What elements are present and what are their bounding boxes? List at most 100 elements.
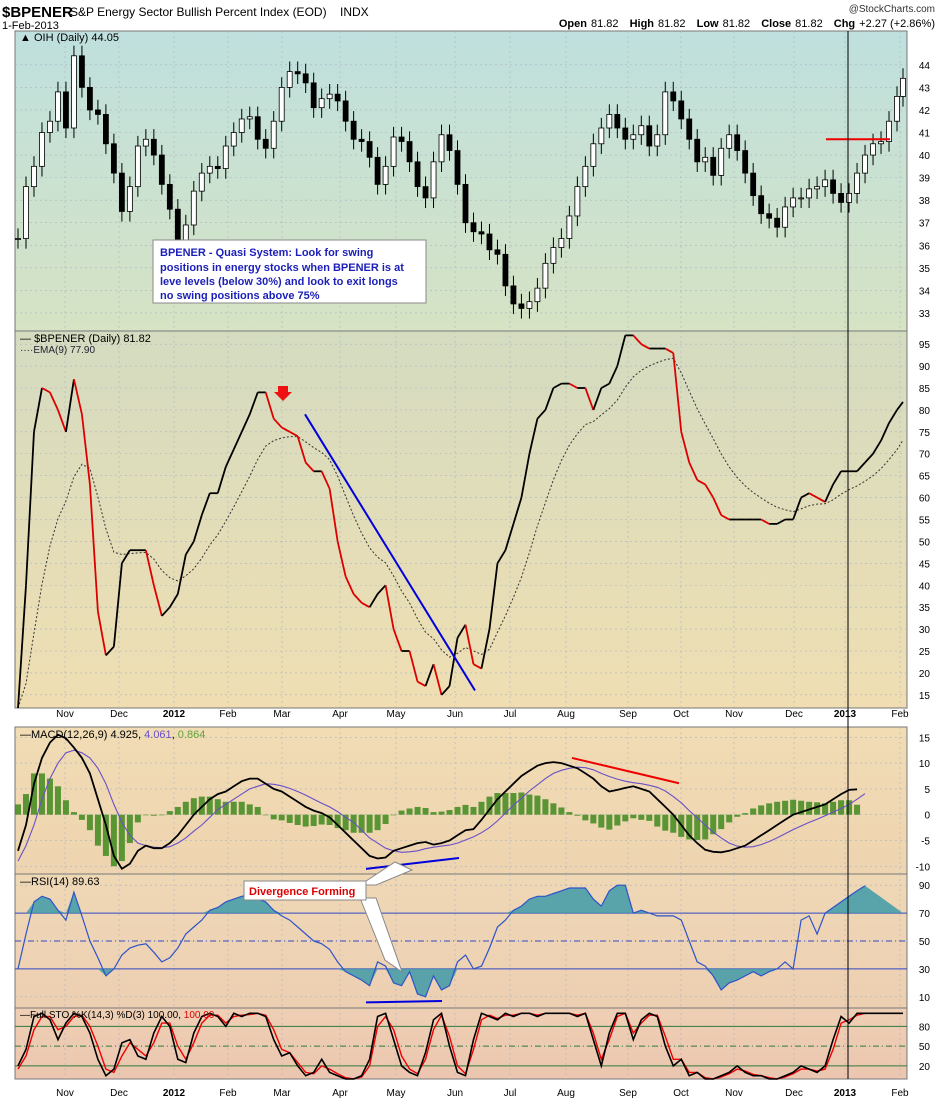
macd-histogram-bar [502, 793, 509, 815]
y-tick-label: 20 [919, 669, 931, 680]
bpener-segment [432, 663, 443, 696]
macd-histogram-bar [558, 807, 565, 815]
macd-histogram-bar [86, 814, 93, 831]
rsi-line-icon: — [20, 876, 31, 888]
oih-candle-body [702, 156, 709, 163]
sto-d-value: 100.00 [184, 1010, 215, 1021]
oih-candle-body [502, 253, 509, 287]
bpener-segment [376, 584, 387, 595]
macd-histogram-bar [446, 810, 453, 815]
bpener-segment [440, 685, 451, 696]
bpener-segment [17, 585, 27, 709]
oih-candle-body [814, 186, 820, 190]
oih-candle-body [262, 138, 269, 149]
macd-histogram-bar [286, 814, 293, 823]
bpener-segment [864, 453, 874, 464]
chg-label: Chg [834, 18, 855, 30]
oih-candle-body [846, 193, 852, 203]
oih-candle-body [63, 91, 69, 129]
chg-value: +2.27 (+2.86%) [859, 18, 935, 30]
oih-candle-body [79, 55, 85, 88]
oih-candle-body [103, 114, 109, 145]
oih-candle-body [126, 186, 133, 212]
oih-candle-body [766, 213, 773, 219]
y-tick-label: -5 [921, 836, 930, 847]
low-value: 81.82 [723, 18, 751, 30]
x-tick-label: 2013 [834, 1088, 857, 1099]
macd-histogram-bar [830, 801, 837, 815]
oih-candle-body [246, 116, 253, 120]
y-tick-label: 50 [919, 1042, 931, 1053]
oih-candle-body [878, 141, 884, 145]
macd-histogram-bar [134, 814, 141, 823]
oih-candle-body [134, 145, 141, 188]
macd-histogram-bar [278, 814, 285, 821]
oih-candle-body [782, 206, 789, 228]
y-tick-label: 20 [919, 1062, 931, 1073]
macd-histogram-bar [374, 814, 381, 831]
y-tick-label: 34 [919, 286, 931, 297]
macd-histogram-bar [318, 814, 325, 825]
macd-divergence-line [365, 857, 460, 870]
x-tick-label: Dec [785, 1088, 803, 1099]
oih-candle-body [95, 109, 101, 115]
bpener-segment [680, 431, 691, 463]
oih-candle-body [254, 116, 261, 140]
macd-panel-title: —MACD(12,26,9) 4.925, 4.061, 0.864 [20, 729, 205, 741]
oih-candle-body [158, 154, 165, 185]
oih-candle-body [190, 190, 197, 226]
y-tick-label: 35 [919, 603, 931, 614]
bpener-segment [41, 387, 51, 394]
bpener-segment [688, 462, 699, 481]
bpener-segment [552, 382, 562, 389]
oih-candle-body [478, 231, 485, 235]
bpener-segment [216, 466, 227, 494]
macd-histogram-bar [438, 811, 445, 815]
rsi-oversold-fill [18, 968, 903, 997]
macd-histogram-bar [822, 803, 829, 815]
bpener-panel-title: — $BPENER (Daily) 81.82 [20, 333, 151, 345]
oih-candle-body [486, 233, 493, 251]
macd-line-icon: — [20, 729, 31, 741]
oih-candle-body [430, 161, 437, 199]
macd-panel [14, 726, 908, 875]
y-tick-label: 10 [919, 993, 931, 1004]
y-tick-label: 41 [919, 129, 931, 140]
sto-series [15, 1011, 907, 1080]
bpener-segment [176, 554, 187, 595]
y-tick-label: 15 [919, 733, 931, 744]
oih-candle-body [558, 238, 565, 248]
macd-histogram-bar [270, 814, 277, 820]
macd-histogram-bar [838, 800, 845, 815]
note-line-1: BPENER - Quasi System: Look for swing [160, 247, 373, 259]
bpener-segment [352, 593, 363, 604]
oih-candle-body [510, 285, 517, 305]
oih-candle-body [286, 71, 293, 88]
oih-candle-body [334, 93, 341, 102]
x-tick-label: Dec [110, 1088, 128, 1099]
bpener-segment [704, 483, 714, 499]
rsi-line [17, 884, 866, 998]
chart-symbol: $BPENER [2, 4, 73, 21]
x-tick-label: Apr [332, 709, 348, 720]
macd-histogram-bar [686, 814, 693, 840]
macd-histogram-bar [302, 814, 309, 827]
oih-candle-body [798, 197, 805, 200]
x-tick-label: Nov [725, 1088, 743, 1099]
close-value: 81.82 [795, 18, 823, 30]
oih-candle-body [470, 222, 477, 233]
oih-price-series [15, 45, 906, 319]
macd-histogram-bar [38, 773, 45, 815]
oih-candle-body [574, 186, 581, 217]
y-tick-label: 33 [919, 309, 931, 320]
bpener-segment [384, 585, 395, 630]
macd-histogram-bar [70, 812, 77, 815]
oih-icon: ▲ [20, 32, 31, 44]
oih-candle-body [87, 86, 93, 111]
macd-histogram-bar [150, 814, 157, 816]
oih-candle-body [398, 136, 405, 142]
macd-histogram-bar [582, 814, 589, 821]
macd-histogram-bar [182, 801, 189, 815]
macd-histogram-bar [334, 814, 341, 829]
macd-histogram-bar [622, 814, 629, 822]
